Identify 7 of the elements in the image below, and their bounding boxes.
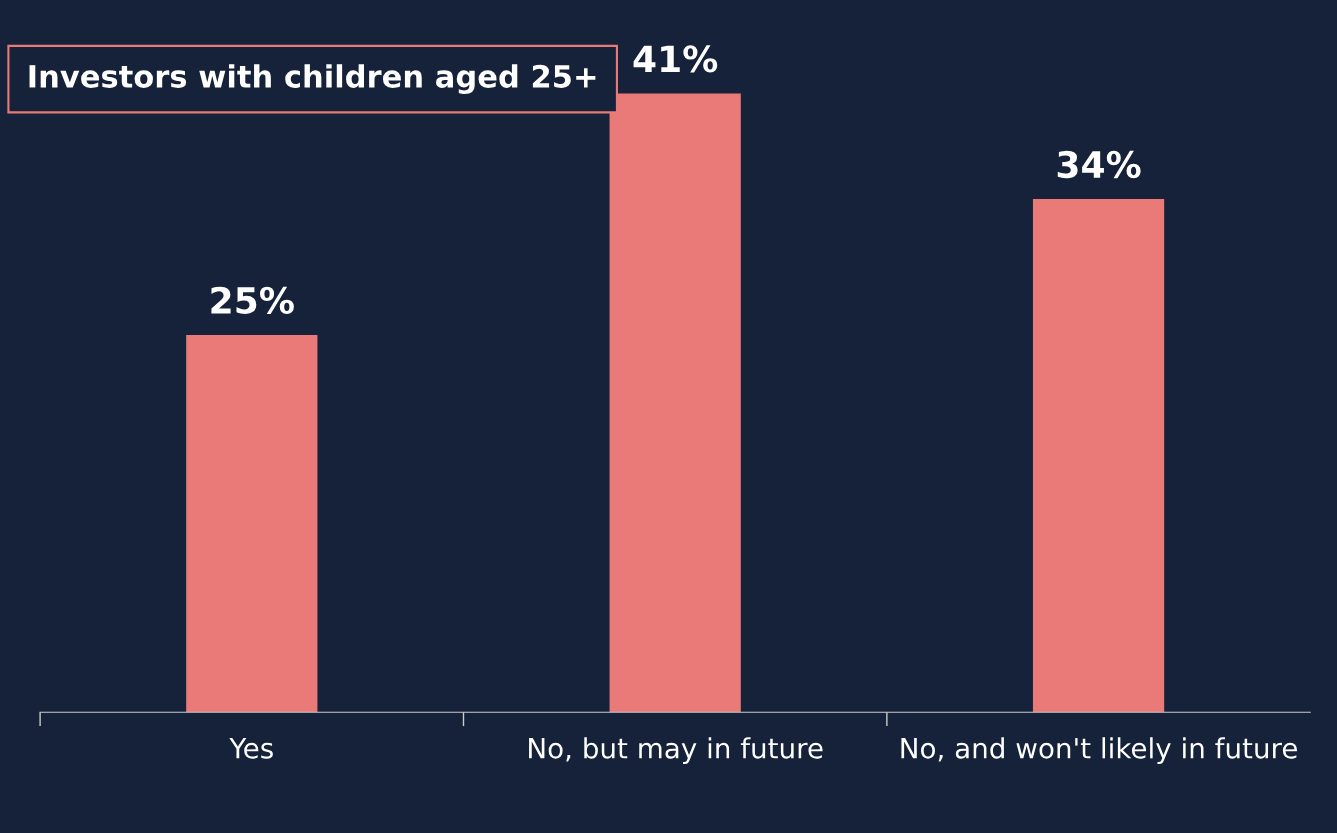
x-tick-label: Yes (229, 738, 273, 759)
x-tick-label: No, but may in future (529, 737, 823, 765)
data-label: 25% (211, 286, 294, 315)
x-tick-label: No, and won't likely in future (901, 737, 1297, 765)
chart-title: Investors with children aged 25+ (29, 64, 596, 95)
data-label: 41% (633, 45, 718, 73)
data-label: 34% (1057, 150, 1141, 179)
